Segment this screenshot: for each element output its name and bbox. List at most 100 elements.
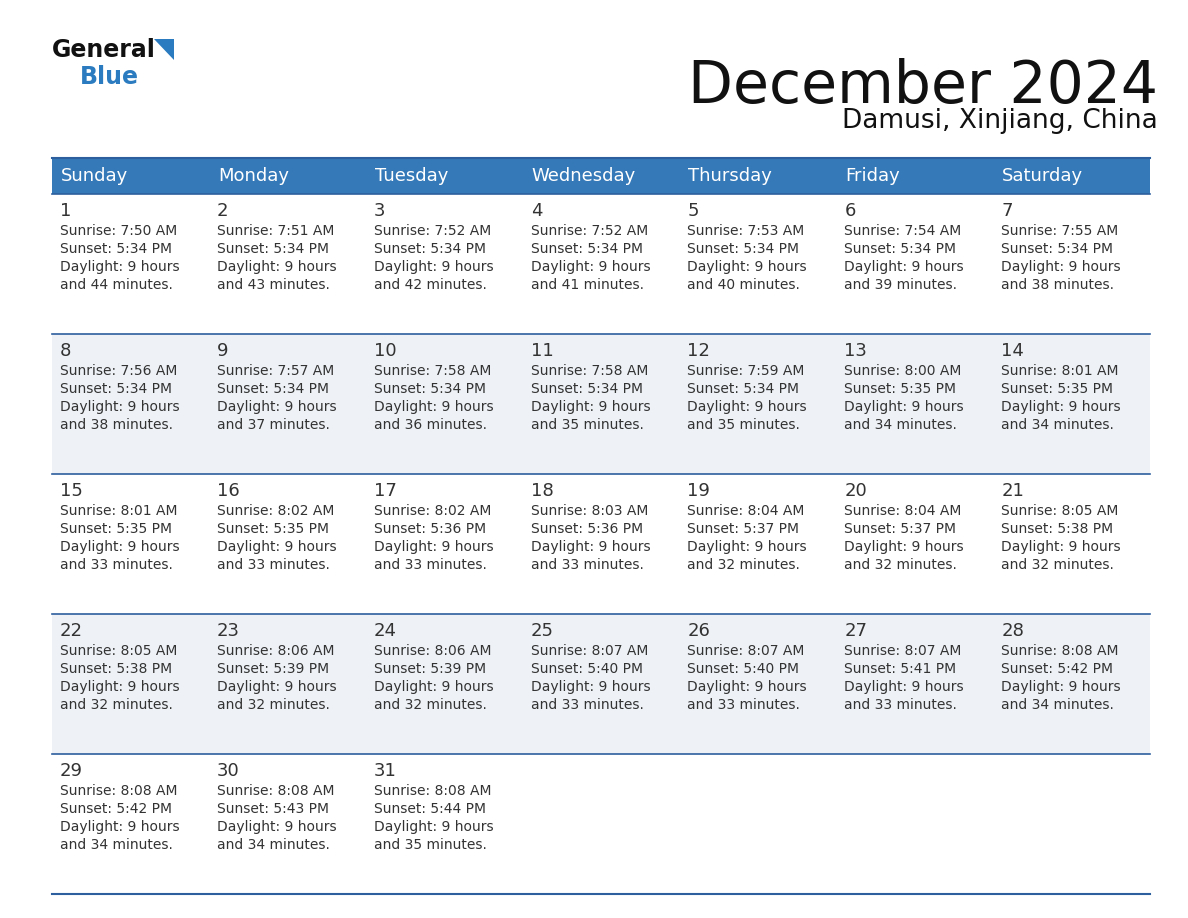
- Text: Sunrise: 8:07 AM: Sunrise: 8:07 AM: [531, 644, 647, 658]
- Text: and 41 minutes.: and 41 minutes.: [531, 278, 644, 292]
- Text: Sunrise: 7:58 AM: Sunrise: 7:58 AM: [374, 364, 491, 378]
- Text: 9: 9: [217, 342, 228, 360]
- Text: 31: 31: [374, 762, 397, 780]
- Text: Daylight: 9 hours: Daylight: 9 hours: [1001, 400, 1120, 414]
- Text: Sunrise: 7:56 AM: Sunrise: 7:56 AM: [61, 364, 177, 378]
- Text: Daylight: 9 hours: Daylight: 9 hours: [688, 540, 807, 554]
- Text: Daylight: 9 hours: Daylight: 9 hours: [688, 400, 807, 414]
- Text: 26: 26: [688, 622, 710, 640]
- Text: Daylight: 9 hours: Daylight: 9 hours: [217, 400, 336, 414]
- Text: and 38 minutes.: and 38 minutes.: [61, 418, 173, 432]
- Text: Sunset: 5:42 PM: Sunset: 5:42 PM: [1001, 662, 1113, 676]
- Text: Daylight: 9 hours: Daylight: 9 hours: [531, 680, 650, 694]
- Text: Daylight: 9 hours: Daylight: 9 hours: [531, 400, 650, 414]
- Text: Sunset: 5:34 PM: Sunset: 5:34 PM: [217, 382, 329, 396]
- Text: Sunset: 5:34 PM: Sunset: 5:34 PM: [374, 242, 486, 256]
- Text: Monday: Monday: [217, 167, 289, 185]
- Text: Daylight: 9 hours: Daylight: 9 hours: [1001, 260, 1120, 274]
- Text: Sunset: 5:34 PM: Sunset: 5:34 PM: [531, 242, 643, 256]
- Text: 21: 21: [1001, 482, 1024, 500]
- Text: Damusi, Xinjiang, China: Damusi, Xinjiang, China: [842, 108, 1158, 134]
- Text: Sunrise: 8:08 AM: Sunrise: 8:08 AM: [1001, 644, 1119, 658]
- Text: Sunrise: 7:53 AM: Sunrise: 7:53 AM: [688, 224, 804, 238]
- Text: Sunrise: 7:51 AM: Sunrise: 7:51 AM: [217, 224, 334, 238]
- Bar: [209, 158, 366, 194]
- Text: Sunrise: 7:57 AM: Sunrise: 7:57 AM: [217, 364, 334, 378]
- Text: and 40 minutes.: and 40 minutes.: [688, 278, 801, 292]
- Text: Friday: Friday: [846, 167, 901, 185]
- Text: Daylight: 9 hours: Daylight: 9 hours: [845, 540, 963, 554]
- Text: 4: 4: [531, 202, 542, 220]
- Text: Wednesday: Wednesday: [531, 167, 636, 185]
- Text: Daylight: 9 hours: Daylight: 9 hours: [61, 820, 179, 834]
- Text: 19: 19: [688, 482, 710, 500]
- Text: 1: 1: [61, 202, 71, 220]
- Text: Daylight: 9 hours: Daylight: 9 hours: [845, 680, 963, 694]
- Text: Sunrise: 8:07 AM: Sunrise: 8:07 AM: [688, 644, 804, 658]
- Text: and 37 minutes.: and 37 minutes.: [217, 418, 330, 432]
- Text: Sunset: 5:37 PM: Sunset: 5:37 PM: [688, 522, 800, 536]
- Text: 13: 13: [845, 342, 867, 360]
- Text: Sunset: 5:35 PM: Sunset: 5:35 PM: [61, 522, 172, 536]
- Text: 5: 5: [688, 202, 699, 220]
- Text: Sunset: 5:34 PM: Sunset: 5:34 PM: [374, 382, 486, 396]
- Bar: [52, 194, 1150, 334]
- Text: December 2024: December 2024: [688, 58, 1158, 115]
- Text: Daylight: 9 hours: Daylight: 9 hours: [531, 260, 650, 274]
- Text: Sunrise: 7:59 AM: Sunrise: 7:59 AM: [688, 364, 804, 378]
- Text: Sunset: 5:40 PM: Sunset: 5:40 PM: [531, 662, 643, 676]
- Text: Saturday: Saturday: [1003, 167, 1083, 185]
- Text: 14: 14: [1001, 342, 1024, 360]
- Text: and 33 minutes.: and 33 minutes.: [61, 558, 173, 572]
- Text: Sunset: 5:38 PM: Sunset: 5:38 PM: [1001, 522, 1113, 536]
- Text: Daylight: 9 hours: Daylight: 9 hours: [61, 400, 179, 414]
- Text: Sunrise: 8:08 AM: Sunrise: 8:08 AM: [374, 784, 491, 798]
- Bar: [52, 158, 209, 194]
- Text: and 34 minutes.: and 34 minutes.: [1001, 418, 1114, 432]
- Text: Daylight: 9 hours: Daylight: 9 hours: [374, 260, 493, 274]
- Text: Sunrise: 8:02 AM: Sunrise: 8:02 AM: [217, 504, 334, 518]
- Text: 20: 20: [845, 482, 867, 500]
- Text: Sunset: 5:35 PM: Sunset: 5:35 PM: [1001, 382, 1113, 396]
- Text: and 35 minutes.: and 35 minutes.: [531, 418, 644, 432]
- Text: 18: 18: [531, 482, 554, 500]
- Text: Sunset: 5:35 PM: Sunset: 5:35 PM: [217, 522, 329, 536]
- Text: and 33 minutes.: and 33 minutes.: [217, 558, 330, 572]
- Bar: [52, 474, 1150, 614]
- Text: and 32 minutes.: and 32 minutes.: [61, 698, 173, 712]
- Text: Daylight: 9 hours: Daylight: 9 hours: [217, 680, 336, 694]
- Bar: [836, 158, 993, 194]
- Text: Sunset: 5:35 PM: Sunset: 5:35 PM: [845, 382, 956, 396]
- Text: Sunset: 5:38 PM: Sunset: 5:38 PM: [61, 662, 172, 676]
- Text: Sunset: 5:36 PM: Sunset: 5:36 PM: [374, 522, 486, 536]
- Text: and 33 minutes.: and 33 minutes.: [374, 558, 487, 572]
- Text: Daylight: 9 hours: Daylight: 9 hours: [845, 400, 963, 414]
- Text: Sunrise: 7:54 AM: Sunrise: 7:54 AM: [845, 224, 961, 238]
- Bar: [366, 158, 523, 194]
- Text: Sunrise: 7:50 AM: Sunrise: 7:50 AM: [61, 224, 177, 238]
- Text: Sunrise: 8:07 AM: Sunrise: 8:07 AM: [845, 644, 961, 658]
- Bar: [523, 158, 680, 194]
- Text: Sunset: 5:39 PM: Sunset: 5:39 PM: [374, 662, 486, 676]
- Text: General: General: [52, 38, 156, 62]
- Bar: [993, 158, 1150, 194]
- Bar: [52, 754, 1150, 894]
- Text: Sunset: 5:39 PM: Sunset: 5:39 PM: [217, 662, 329, 676]
- Bar: [52, 614, 1150, 754]
- Text: 10: 10: [374, 342, 397, 360]
- Text: and 36 minutes.: and 36 minutes.: [374, 418, 487, 432]
- Text: Sunset: 5:34 PM: Sunset: 5:34 PM: [61, 382, 172, 396]
- Text: Daylight: 9 hours: Daylight: 9 hours: [1001, 540, 1120, 554]
- Text: 25: 25: [531, 622, 554, 640]
- Bar: [52, 334, 1150, 474]
- Text: and 34 minutes.: and 34 minutes.: [61, 838, 173, 852]
- Text: 3: 3: [374, 202, 385, 220]
- Text: Sunset: 5:34 PM: Sunset: 5:34 PM: [61, 242, 172, 256]
- Text: Sunrise: 8:08 AM: Sunrise: 8:08 AM: [217, 784, 334, 798]
- Text: and 32 minutes.: and 32 minutes.: [1001, 558, 1114, 572]
- Text: 8: 8: [61, 342, 71, 360]
- Text: Daylight: 9 hours: Daylight: 9 hours: [1001, 680, 1120, 694]
- Text: Sunset: 5:36 PM: Sunset: 5:36 PM: [531, 522, 643, 536]
- Text: Daylight: 9 hours: Daylight: 9 hours: [531, 540, 650, 554]
- Text: Sunrise: 8:02 AM: Sunrise: 8:02 AM: [374, 504, 491, 518]
